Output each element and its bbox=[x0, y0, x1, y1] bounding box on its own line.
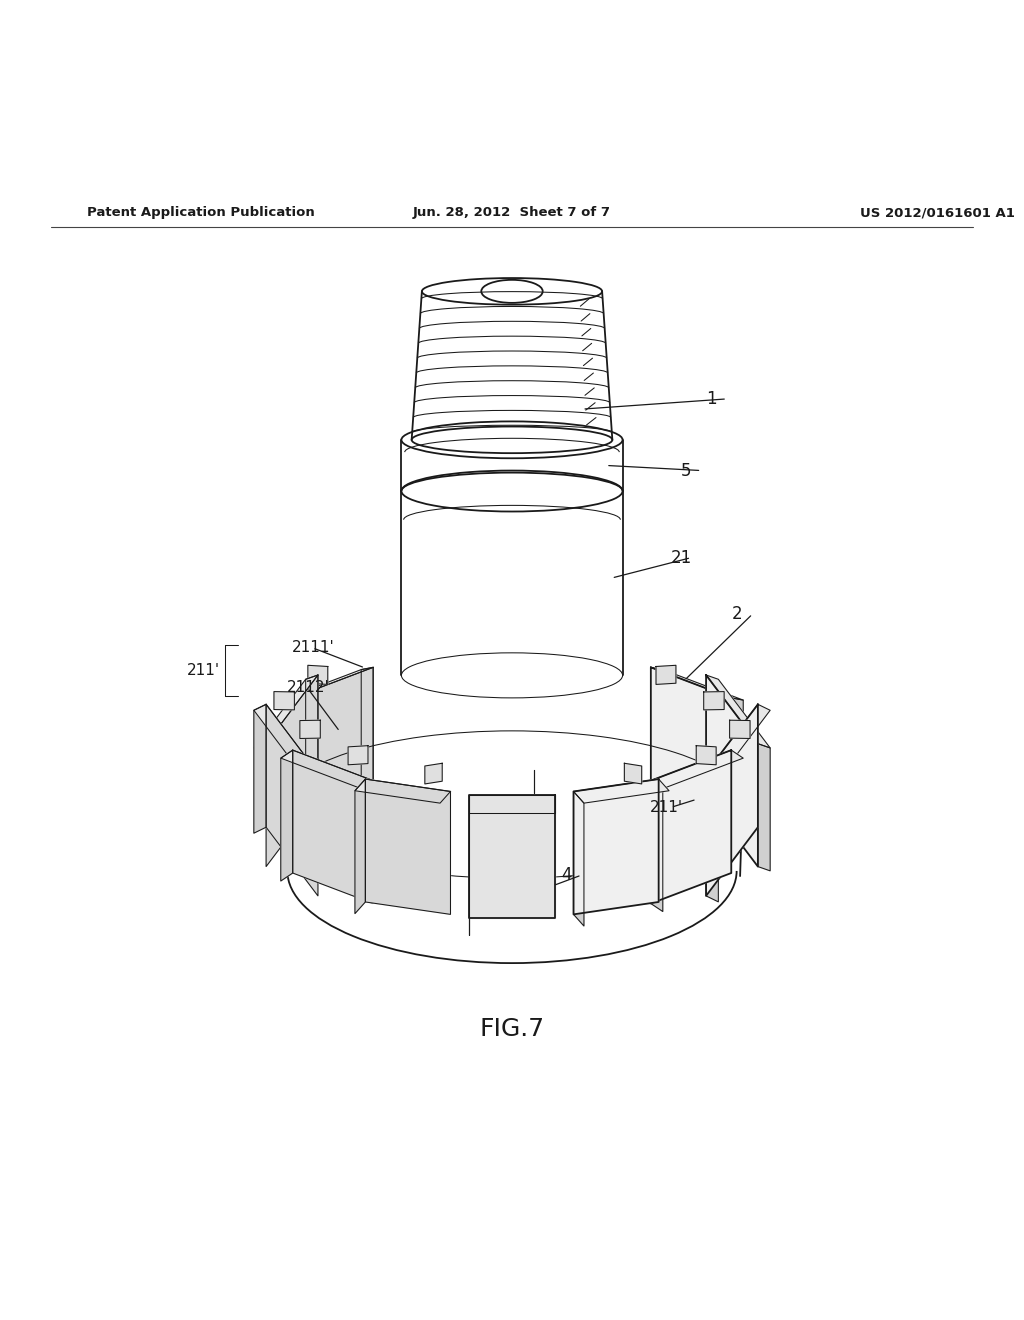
Polygon shape bbox=[707, 774, 718, 902]
Polygon shape bbox=[254, 675, 317, 748]
Polygon shape bbox=[625, 763, 642, 784]
Polygon shape bbox=[281, 750, 293, 880]
Polygon shape bbox=[308, 665, 328, 684]
Polygon shape bbox=[707, 705, 758, 896]
Polygon shape bbox=[274, 692, 294, 710]
Polygon shape bbox=[361, 668, 373, 792]
Polygon shape bbox=[281, 668, 373, 700]
Text: 2: 2 bbox=[732, 605, 742, 623]
Text: US 2012/0161601 A1: US 2012/0161601 A1 bbox=[860, 206, 1015, 219]
Polygon shape bbox=[651, 668, 731, 821]
Text: 1: 1 bbox=[707, 389, 717, 408]
Text: 2112': 2112' bbox=[287, 680, 330, 696]
Polygon shape bbox=[306, 675, 317, 803]
Polygon shape bbox=[703, 692, 724, 710]
Polygon shape bbox=[758, 743, 770, 871]
Polygon shape bbox=[254, 705, 266, 833]
Text: FIG.7: FIG.7 bbox=[479, 1016, 545, 1040]
Polygon shape bbox=[469, 795, 555, 917]
Polygon shape bbox=[651, 750, 731, 903]
Polygon shape bbox=[266, 705, 317, 896]
Polygon shape bbox=[696, 746, 716, 764]
Text: 211': 211' bbox=[650, 800, 683, 814]
Polygon shape bbox=[281, 750, 373, 788]
Polygon shape bbox=[425, 763, 442, 784]
Polygon shape bbox=[573, 779, 658, 915]
Polygon shape bbox=[293, 668, 373, 821]
Polygon shape bbox=[707, 675, 758, 866]
Text: 4: 4 bbox=[561, 866, 571, 884]
Polygon shape bbox=[731, 698, 743, 822]
Text: 5: 5 bbox=[681, 462, 691, 479]
Polygon shape bbox=[573, 792, 584, 927]
Polygon shape bbox=[293, 750, 373, 903]
Polygon shape bbox=[730, 721, 750, 738]
Polygon shape bbox=[348, 746, 368, 764]
Polygon shape bbox=[366, 779, 451, 915]
Polygon shape bbox=[707, 705, 770, 779]
Polygon shape bbox=[254, 705, 317, 779]
Polygon shape bbox=[651, 668, 743, 700]
Polygon shape bbox=[355, 779, 366, 913]
Text: Jun. 28, 2012  Sheet 7 of 7: Jun. 28, 2012 Sheet 7 of 7 bbox=[413, 206, 611, 219]
Polygon shape bbox=[656, 665, 676, 684]
Text: 211': 211' bbox=[187, 663, 220, 677]
Polygon shape bbox=[651, 750, 743, 788]
Polygon shape bbox=[651, 780, 663, 912]
Text: 2111': 2111' bbox=[292, 640, 335, 655]
Polygon shape bbox=[573, 779, 669, 803]
Text: Patent Application Publication: Patent Application Publication bbox=[87, 206, 314, 219]
Polygon shape bbox=[469, 795, 555, 813]
Text: 21: 21 bbox=[671, 549, 692, 566]
Polygon shape bbox=[707, 675, 770, 748]
Polygon shape bbox=[266, 675, 317, 866]
Polygon shape bbox=[300, 721, 321, 738]
Polygon shape bbox=[355, 779, 451, 803]
